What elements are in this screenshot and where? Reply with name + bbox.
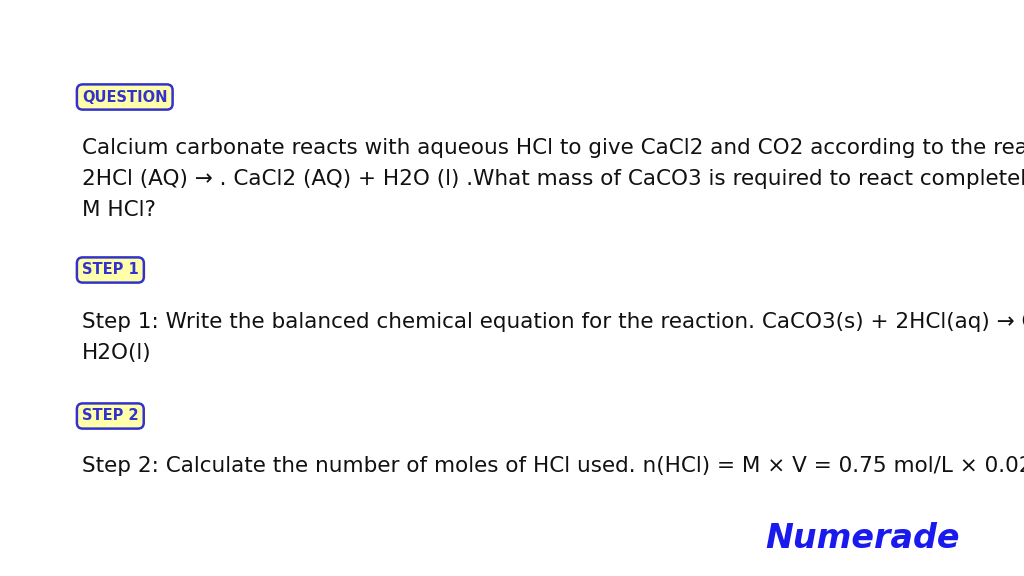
Text: STEP 2: STEP 2 <box>82 408 138 423</box>
Text: M HCl?: M HCl? <box>82 200 156 220</box>
Text: STEP 1: STEP 1 <box>82 263 138 278</box>
Text: H2O(l): H2O(l) <box>82 343 152 363</box>
Text: 2HCl (AQ) → . CaCl2 (AQ) + H2O (l) .What mass of CaCO3 is required to react comp: 2HCl (AQ) → . CaCl2 (AQ) + H2O (l) .What… <box>82 169 1024 189</box>
Text: Numerade: Numerade <box>766 521 961 555</box>
Text: QUESTION: QUESTION <box>82 89 168 104</box>
Text: Step 2: Calculate the number of moles of HCl used. n(HCl) = M × V = 0.75 mol/L ×: Step 2: Calculate the number of moles of… <box>82 456 1024 476</box>
Text: Step 1: Write the balanced chemical equation for the reaction. CaCO3(s) + 2HCl(a: Step 1: Write the balanced chemical equa… <box>82 312 1024 332</box>
Text: Calcium carbonate reacts with aqueous HCl to give CaCl2 and CO2 according to the: Calcium carbonate reacts with aqueous HC… <box>82 138 1024 158</box>
